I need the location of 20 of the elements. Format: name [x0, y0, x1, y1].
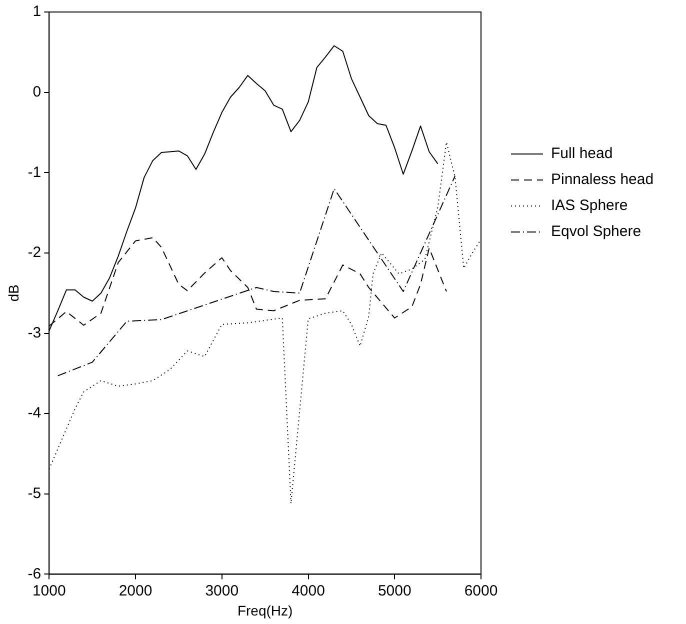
- y-tick-label: -3: [28, 324, 42, 342]
- legend-label: IAS Sphere: [551, 197, 628, 214]
- y-tick-label: 1: [32, 3, 42, 20]
- y-tick-label: 0: [32, 83, 42, 100]
- x-tick-label: 3000: [205, 582, 239, 600]
- x-tick-label: 2000: [118, 582, 152, 600]
- legend-label: Pinnaless head: [551, 171, 654, 188]
- legend-label: Eqvol Sphere: [551, 223, 642, 240]
- x-tick-label: 6000: [464, 582, 498, 600]
- x-axis-title: Freq(Hz): [237, 602, 293, 618]
- x-tick-label: 5000: [378, 582, 412, 600]
- y-tick-label: -1: [28, 164, 42, 181]
- y-tick-label: -4: [28, 404, 42, 422]
- y-tick-label: -2: [28, 244, 42, 262]
- legend-label: Full head: [551, 145, 613, 162]
- y-tick-label: -5: [28, 485, 42, 502]
- x-tick-label: 1000: [32, 582, 66, 600]
- x-tick-label: 4000: [292, 582, 325, 600]
- y-tick-label: -6: [28, 565, 42, 582]
- y-axis-title: dB: [5, 284, 22, 302]
